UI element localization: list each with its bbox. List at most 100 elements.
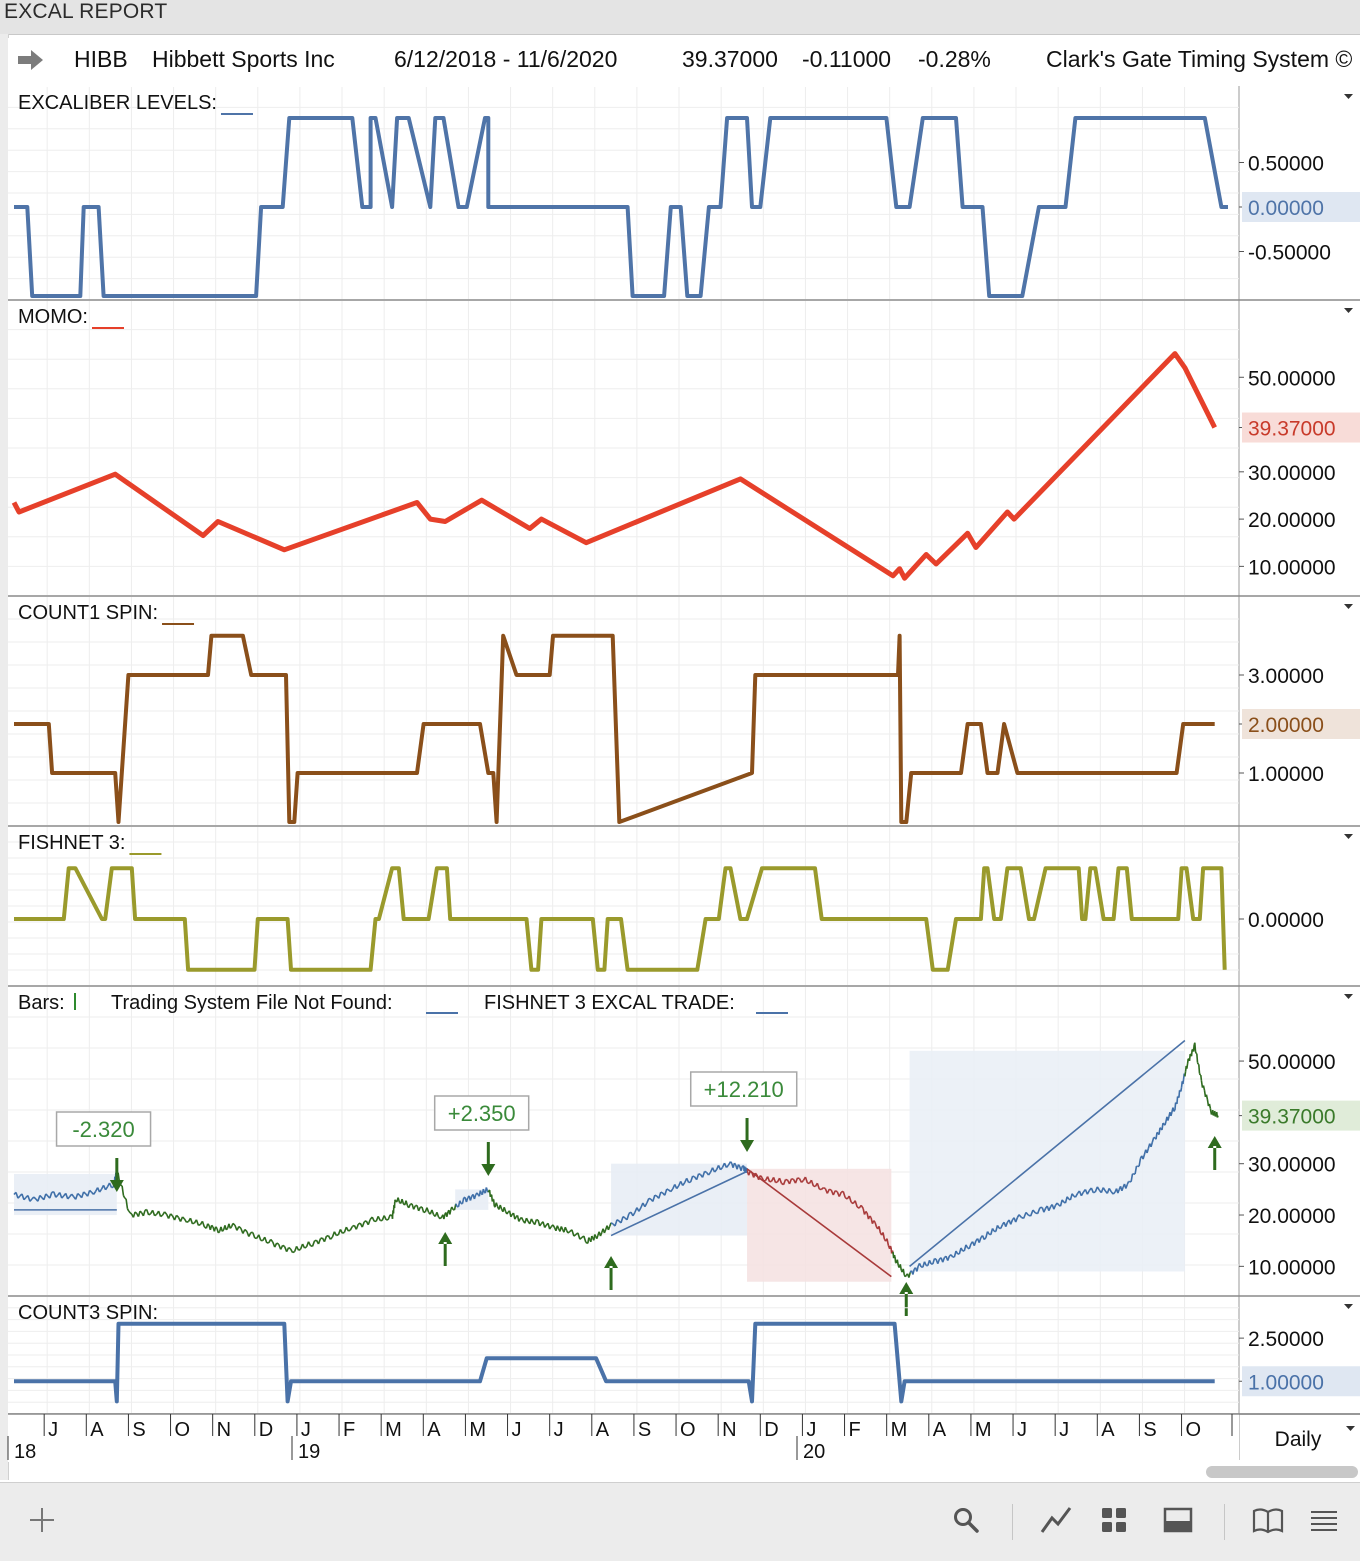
price-bar: [490, 1195, 491, 1197]
month-label: M: [469, 1419, 486, 1441]
month-label: N: [217, 1419, 231, 1441]
price-bar: [192, 1223, 194, 1224]
panel-title: FISHNET 3:: [18, 832, 125, 854]
year-label: 18: [14, 1441, 36, 1463]
add-button[interactable]: [22, 1500, 62, 1540]
month-label: O: [1186, 1419, 1202, 1441]
price-bar: [289, 1248, 291, 1249]
panel-layout-button[interactable]: [1158, 1500, 1198, 1540]
price-bar: [623, 1217, 625, 1218]
price-bar: [1209, 1104, 1210, 1109]
price-bar: [125, 1198, 126, 1199]
price-bar: [934, 1259, 936, 1260]
menu-button[interactable]: [1304, 1500, 1344, 1540]
price-bar: [140, 1211, 142, 1213]
interval-selector: Daily: [1275, 1428, 1322, 1451]
price-bar: [903, 1269, 904, 1275]
price-bar: [905, 1275, 906, 1276]
price-bar: [342, 1232, 344, 1233]
horizontal-scrollbar[interactable]: [1206, 1466, 1358, 1478]
price-bar: [444, 1214, 445, 1219]
price-bar: [770, 1181, 772, 1182]
year-label: 20: [803, 1441, 825, 1463]
price-bar: [589, 1238, 590, 1240]
price-bar: [277, 1243, 279, 1244]
price-bar: [667, 1189, 669, 1190]
month-label: S: [1143, 1419, 1156, 1441]
month-label: A: [427, 1419, 441, 1441]
price-bar: [1211, 1114, 1212, 1115]
notes-button[interactable]: [1248, 1500, 1288, 1540]
month-label: D: [764, 1419, 778, 1441]
y-tick-label: 10.00000: [1248, 556, 1336, 579]
price-bar: [390, 1215, 392, 1216]
month-label: J: [1059, 1419, 1069, 1441]
price-bar: [1168, 1117, 1169, 1121]
price-bar: [218, 1232, 219, 1233]
draw-line-button[interactable]: [1036, 1500, 1076, 1540]
trade-result-label: -2.320: [72, 1117, 134, 1142]
search-button[interactable]: [946, 1500, 986, 1540]
month-label: D: [259, 1419, 273, 1441]
last-value-label: 39.37000: [1248, 418, 1336, 441]
month-label: M: [891, 1419, 908, 1441]
price-bar: [1093, 1192, 1095, 1193]
price-bar: [494, 1199, 495, 1206]
month-label: F: [343, 1419, 355, 1441]
price-bar: [216, 1227, 217, 1229]
year-label: 19: [298, 1441, 320, 1463]
price-bar: [1195, 1052, 1196, 1054]
price-bar: [730, 1162, 731, 1164]
x-axis-bg: [8, 1414, 1239, 1462]
price-bar: [450, 1210, 451, 1215]
price-bar: [649, 1198, 651, 1199]
price-bar: [592, 1236, 593, 1238]
panel-title: COUNT3 SPIN:: [18, 1302, 158, 1324]
price-bar: [1217, 1116, 1218, 1118]
price-bar: [1179, 1090, 1180, 1097]
month-label: J: [806, 1419, 816, 1441]
price-bar: [1195, 1043, 1196, 1052]
price-bar: [595, 1234, 596, 1236]
price-bar: [155, 1214, 157, 1215]
month-label: A: [1101, 1419, 1115, 1441]
price-bar: [212, 1225, 213, 1227]
price-bar: [866, 1211, 867, 1213]
price-bar: [222, 1230, 223, 1231]
month-label: O: [175, 1419, 191, 1441]
price-bar: [734, 1163, 735, 1165]
price-bar: [829, 1189, 831, 1190]
price-bar: [447, 1212, 448, 1217]
price-bar: [293, 1252, 295, 1253]
month-label: A: [933, 1419, 947, 1441]
price-bar: [1185, 1072, 1186, 1077]
y-tick-label: 20.00000: [1248, 1205, 1336, 1228]
month-label: J: [554, 1419, 564, 1441]
y-tick-label: -0.50000: [1248, 242, 1331, 265]
month-label: J: [48, 1419, 58, 1441]
price-bar: [892, 1251, 893, 1252]
last-value-label: 0.00000: [1248, 197, 1324, 220]
y-tick-label: 30.00000: [1248, 1154, 1336, 1177]
y-tick-label: 50.00000: [1248, 1051, 1336, 1074]
price-bar: [1213, 1114, 1214, 1115]
trade-region: [910, 1051, 1185, 1272]
menu-icon: [1309, 1507, 1339, 1533]
price-bar: [483, 1189, 484, 1192]
price-bar: [900, 1264, 901, 1270]
price-bar: [655, 1195, 657, 1196]
y-tick-label: 0.00000: [1248, 909, 1324, 932]
trade-result-label: +12.210: [704, 1077, 784, 1102]
panel-title: MOMO:: [18, 306, 88, 328]
panel-icon: [1163, 1507, 1193, 1533]
trade-result-label: +2.350: [448, 1101, 516, 1126]
price-bar: [507, 1212, 508, 1214]
last-value-label: 39.37000: [1248, 1106, 1336, 1129]
y-tick-label: 0.50000: [1248, 153, 1324, 176]
layout-grid-button[interactable]: [1094, 1500, 1134, 1540]
last-value-label: 1.00000: [1248, 1371, 1324, 1394]
price-bar: [693, 1176, 695, 1177]
price-bar: [597, 1236, 598, 1239]
plus-icon: [28, 1506, 56, 1534]
